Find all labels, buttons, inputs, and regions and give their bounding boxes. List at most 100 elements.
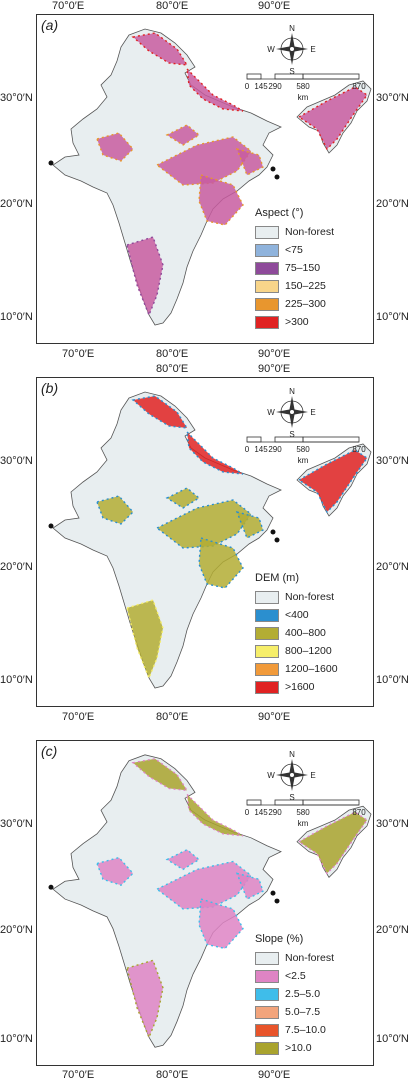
legend-label: <400 [285,609,309,621]
scale-bar-tick-label: 580 [296,445,310,454]
bottom-lon-label: 80°0′E [156,348,189,360]
forest-patch [133,33,187,65]
map-marker [270,166,276,172]
forest-patch-edge [235,510,264,539]
legend-item: >1600 [255,678,338,696]
left-lat-label: 10°0′N [0,1033,33,1045]
compass-center [289,409,295,415]
legend-label: 400–800 [285,627,326,639]
scale-bar-tick-label: 145 [254,82,268,91]
compass-w-label: W [267,408,275,417]
scale-bar-tick-label: 580 [296,808,310,817]
forest-patch-edge [186,792,244,837]
compass-s-label: S [289,430,294,439]
forest-patch-edge [126,599,164,680]
legend-label: 7.5–10.0 [285,1024,326,1036]
forest-patch [97,133,133,161]
legend-label: >10.0 [285,1042,312,1054]
legend-title: Aspect (°) [255,207,304,219]
left-lat-label: 10°0′N [0,311,33,323]
scale-bar-tick-label: 145 [254,808,268,817]
forest-patch [157,500,251,548]
legend-swatch [255,1041,279,1055]
scale-bar-tick-label: 0 [245,82,250,91]
legend-label: >1600 [285,681,315,693]
legend-swatch [255,626,279,640]
scale-bar-tick-label: 580 [296,82,310,91]
legend-swatch [255,608,279,622]
forest-patch [167,849,199,870]
forest-patch [187,432,243,474]
legend-item: 75–150 [255,259,334,277]
compass-rose-icon: N S E W 0 145 290 580 870 km [245,750,366,828]
bottom-lon-label: 90°0′E [258,711,291,723]
legend-label: 75–150 [285,262,321,274]
map-marker [274,537,280,543]
map-marker [48,160,54,166]
left-lat-label: 20°0′N [0,198,33,210]
forest-patch-edge [126,236,164,317]
scale-bar-tick-label: 145 [254,445,268,454]
legend-label: <75 [285,244,303,256]
map-frame: (c) N S E W 0 145 290 580 870 km Slope (%) Non-fo… [36,740,374,1066]
legend-item: <2.5 [255,967,334,985]
scale-bar-seg [246,799,262,806]
legend-swatch [255,297,279,311]
forest-patch [127,600,163,678]
bottom-lon-label: 80°0′E [156,1069,189,1081]
forest-patch-edge [186,67,244,112]
legend-aspect: Aspect (°) Non-forest <75 75–150 150–225 225… [255,207,334,331]
legend-label: Non-forest [285,952,335,964]
right-lat-label: 20°0′N [376,198,409,210]
panel-dem: 80°0′E 90°0′E (b) N S E W 0 145 290 580 870 km DE… [0,363,412,725]
left-lat-label: 20°0′N [0,561,33,573]
legend-item: >10.0 [255,1039,334,1057]
panel-tag: (b) [41,380,59,396]
forest-patch [199,175,243,225]
legend-swatch [255,644,279,658]
map-marker [274,898,280,904]
map-marker [270,890,276,896]
legend-swatch [255,662,279,676]
forest-patch [127,960,163,1038]
legend-label: 225–300 [285,298,326,310]
forest-patch-edge [235,147,264,176]
legend-item: 5.0–7.5 [255,1003,334,1021]
forest-patch [299,812,367,874]
scale-bar-seg [246,436,262,443]
legend-item: 225–300 [255,295,334,313]
right-lat-label: 10°0′N [376,311,409,323]
forest-patch [187,794,243,836]
map-marker [48,523,54,529]
legend-label: 5.0–7.5 [285,1006,321,1018]
scale-bar-seg [246,73,262,80]
legend-slope: Slope (%) Non-forest <2.5 2.5–5.0 5.0–7.5 7.… [255,933,334,1057]
legend-title: Slope (%) [255,933,304,945]
legend-swatch [255,1023,279,1037]
forest-patch-edge [235,872,264,901]
forest-patch-edge [126,959,164,1040]
legend-swatch [255,279,279,293]
map-frame: (b) N S E W 0 145 290 580 870 km DEM (m) Non-fore… [36,377,374,707]
compass-n-label: N [289,24,295,33]
legend-item: Non-forest [255,223,334,241]
compass-n-label: N [289,750,295,759]
scale-bar-tick-label: 290 [268,445,282,454]
forest-patch [237,873,263,900]
map-marker [274,174,280,180]
legend-item: 7.5–10.0 [255,1021,334,1039]
legend-label: <2.5 [285,970,306,982]
forest-patch-edge [297,86,368,151]
forest-patch [237,149,263,175]
forest-patch-edge [186,430,244,475]
legend-swatch [255,243,279,257]
forest-patch [97,496,133,524]
legend-label: Non-forest [285,226,335,238]
scale-bar-tick-label: 0 [245,808,250,817]
top-lon-label: 80°0′E [156,363,189,375]
compass-rose-icon: N S E W 0 145 290 580 870 km [245,387,366,465]
compass-center [289,46,295,52]
compass-e-label: E [310,45,315,54]
legend-swatch [255,987,279,1001]
legend-item: 800–1200 [255,642,338,660]
